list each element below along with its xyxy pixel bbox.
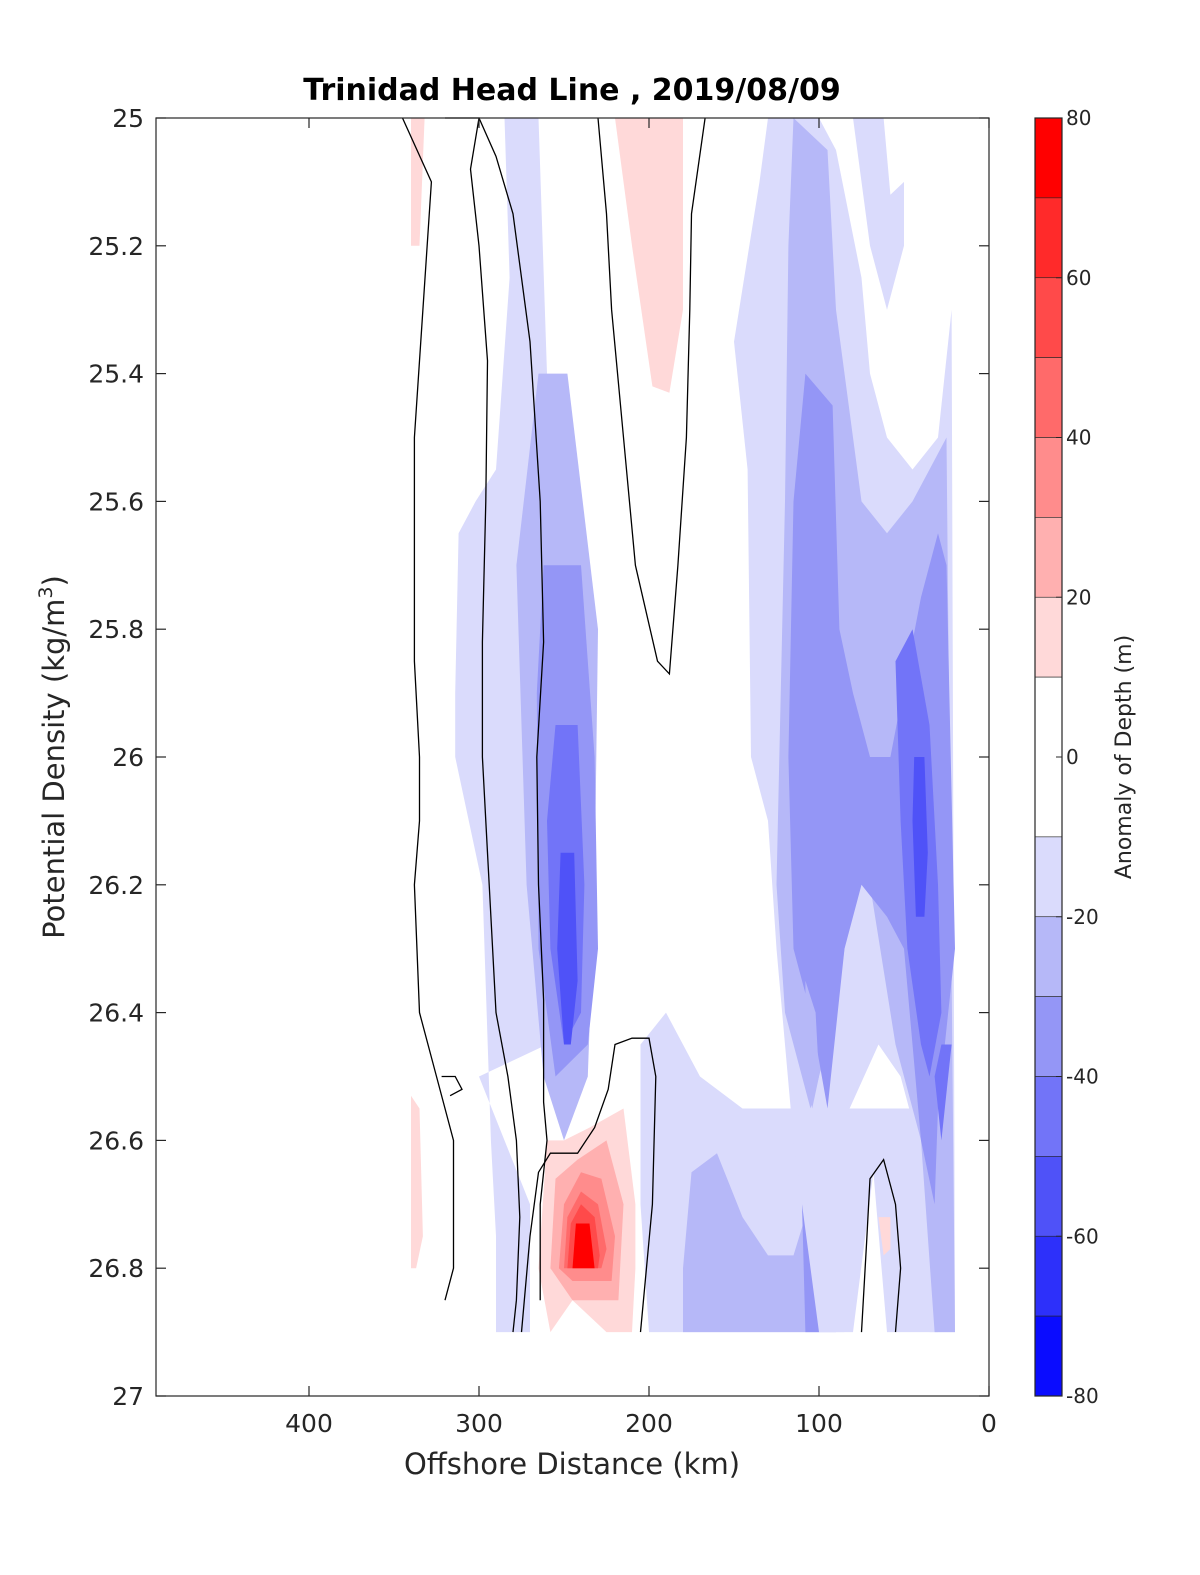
contour-region-15 bbox=[853, 118, 904, 310]
colorbar-tick-label-1: 60 bbox=[1066, 266, 1091, 290]
colorbar-segment-10 bbox=[1034, 996, 1063, 1077]
y-tick-label-4: 25.8 bbox=[88, 615, 144, 644]
y-tick-label-10: 27 bbox=[112, 1382, 144, 1411]
colorbar-tick-label-3: 20 bbox=[1066, 585, 1091, 609]
zero-contour-line-1 bbox=[445, 117, 521, 1333]
zero-contour-line-4 bbox=[520, 1037, 657, 1333]
contour-region-19 bbox=[878, 1217, 891, 1256]
colorbar-tick-label-2: 40 bbox=[1066, 426, 1091, 450]
colorbar-segment-5 bbox=[1034, 517, 1063, 598]
zero-contour-lines bbox=[401, 117, 902, 1333]
colorbar-label: Anomaly of Depth (m) bbox=[1112, 635, 1137, 879]
colorbar-segment-2 bbox=[1034, 277, 1063, 358]
x-tick-label-4: 0 bbox=[981, 1409, 997, 1438]
zero-contour-line-3 bbox=[597, 117, 706, 676]
y-tick-label-5: 26 bbox=[112, 743, 144, 772]
colorbar-segment-14 bbox=[1034, 1315, 1063, 1397]
contour-fill-regions bbox=[411, 118, 955, 1333]
colorbar-segment-0 bbox=[1034, 117, 1063, 199]
x-axis-label: Offshore Distance (km) bbox=[404, 1447, 740, 1481]
x-tick-label-3: 100 bbox=[795, 1409, 843, 1438]
zero-contour-line-2 bbox=[401, 117, 455, 1301]
colorbar-tick-label-5: -20 bbox=[1066, 905, 1099, 929]
y-tick-label-6: 26.2 bbox=[88, 871, 144, 900]
contour-region-14 bbox=[805, 980, 819, 1109]
y-tick-label-8: 26.6 bbox=[88, 1126, 144, 1155]
colorbar-tick-label-0: 80 bbox=[1066, 106, 1091, 130]
colorbar-segment-8 bbox=[1034, 836, 1063, 918]
colorbar: 80 60 40 20 0 -20 -40 -60 -80 bbox=[1034, 106, 1099, 1408]
colorbar-tick-label-7: -60 bbox=[1066, 1224, 1099, 1248]
y-axis-label-main: Potential Density (kg/m bbox=[37, 599, 71, 939]
y-axis-label-sup: 3 bbox=[35, 586, 57, 598]
x-tick-label-0: 400 bbox=[285, 1409, 333, 1438]
y-tick-label-2: 25.4 bbox=[88, 360, 144, 389]
colorbar-tick-label-6: -40 bbox=[1066, 1065, 1099, 1089]
y-ticks: 25 25.2 25.4 25.6 25.8 26 26.2 26.4 26.6 26.8 27 bbox=[88, 104, 989, 1411]
y-tick-label-9: 26.8 bbox=[88, 1254, 144, 1283]
colorbar-segment-6 bbox=[1034, 596, 1063, 678]
x-ticks: 400 300 200 100 0 bbox=[285, 118, 997, 1438]
zero-contour-line-5 bbox=[441, 1075, 463, 1097]
zero-contour-line-0 bbox=[478, 117, 548, 1301]
colorbar-tick-label-8: -80 bbox=[1066, 1384, 1099, 1408]
y-tick-label-1: 25.2 bbox=[88, 232, 144, 261]
colorbar-segment-1 bbox=[1034, 197, 1063, 279]
zero-contour-line-6 bbox=[860, 1158, 902, 1333]
contour-region-16 bbox=[411, 118, 425, 246]
colorbar-segment-12 bbox=[1034, 1156, 1063, 1237]
contour-region-13 bbox=[934, 1044, 952, 1141]
y-tick-label-3: 25.6 bbox=[88, 487, 144, 516]
x-tick-label-1: 300 bbox=[455, 1409, 503, 1438]
colorbar-segment-9 bbox=[1034, 916, 1063, 997]
y-tick-label-7: 26.4 bbox=[88, 999, 144, 1028]
y-tick-label-0: 25 bbox=[112, 104, 144, 133]
contour-region-25 bbox=[572, 1223, 595, 1269]
y-axis-label-end: ) bbox=[37, 575, 71, 586]
colorbar-segment-3 bbox=[1034, 357, 1063, 438]
contour-region-12 bbox=[912, 757, 928, 917]
contour-region-6 bbox=[683, 1153, 836, 1333]
colorbar-segment-4 bbox=[1034, 437, 1063, 518]
y-axis-label: Potential Density (kg/m3) bbox=[35, 575, 71, 939]
x-tick-label-2: 200 bbox=[625, 1409, 673, 1438]
chart-title: Trinidad Head Line , 2019/08/09 bbox=[303, 73, 840, 108]
colorbar-segment-13 bbox=[1034, 1235, 1063, 1317]
contour-region-4 bbox=[557, 852, 578, 1045]
contour-region-18 bbox=[411, 1095, 423, 1269]
colorbar-segment-11 bbox=[1034, 1076, 1063, 1157]
colorbar-tick-label-4: 0 bbox=[1066, 745, 1079, 769]
contour-region-10 bbox=[788, 373, 955, 1205]
contour-region-17 bbox=[615, 118, 683, 393]
